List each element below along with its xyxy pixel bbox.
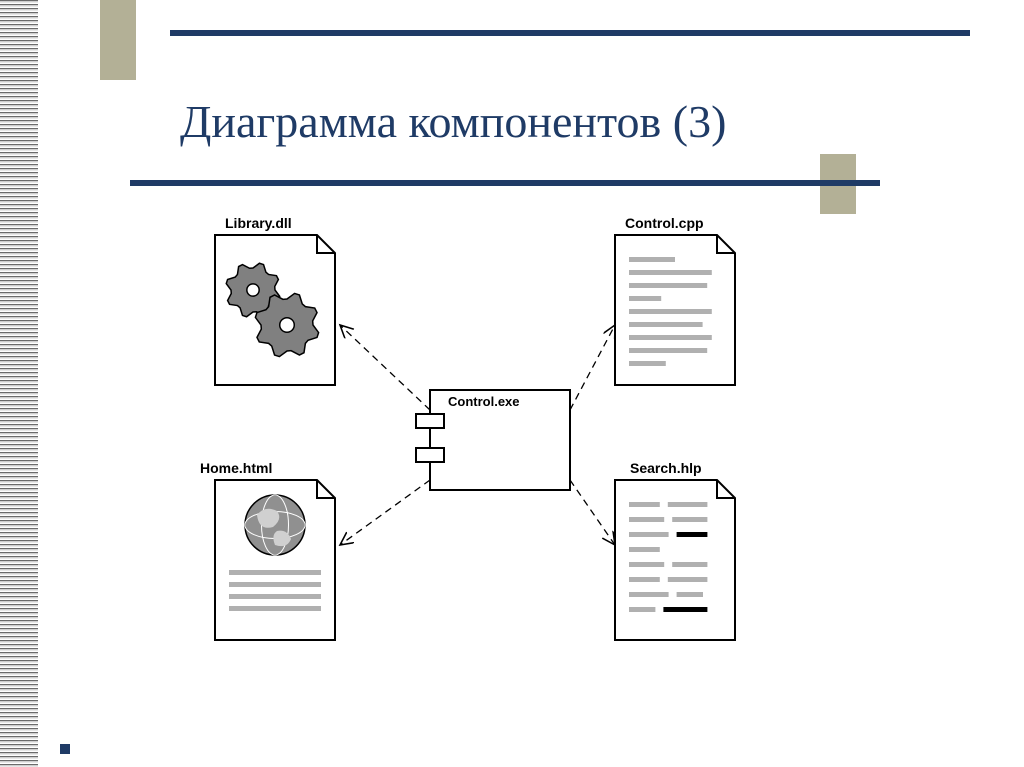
component-label: Control.exe [448, 394, 520, 409]
page-title: Диаграмма компонентов (3) [180, 95, 726, 148]
slide: Диаграмма компонентов (3) Library.dll Co… [0, 0, 1024, 767]
file-label-home: Home.html [200, 460, 272, 476]
left-stripes [0, 0, 38, 767]
file-label-search: Search.hlp [630, 460, 702, 476]
rule-mid [130, 180, 880, 186]
accent-block-top [100, 0, 136, 80]
file-label-controlcpp: Control.cpp [625, 215, 704, 231]
file-label-library: Library.dll [225, 215, 292, 231]
component-diagram: Library.dll Control.cpp Home.html Search… [155, 215, 875, 735]
bullet-decor [60, 744, 70, 754]
rule-top [170, 30, 970, 36]
